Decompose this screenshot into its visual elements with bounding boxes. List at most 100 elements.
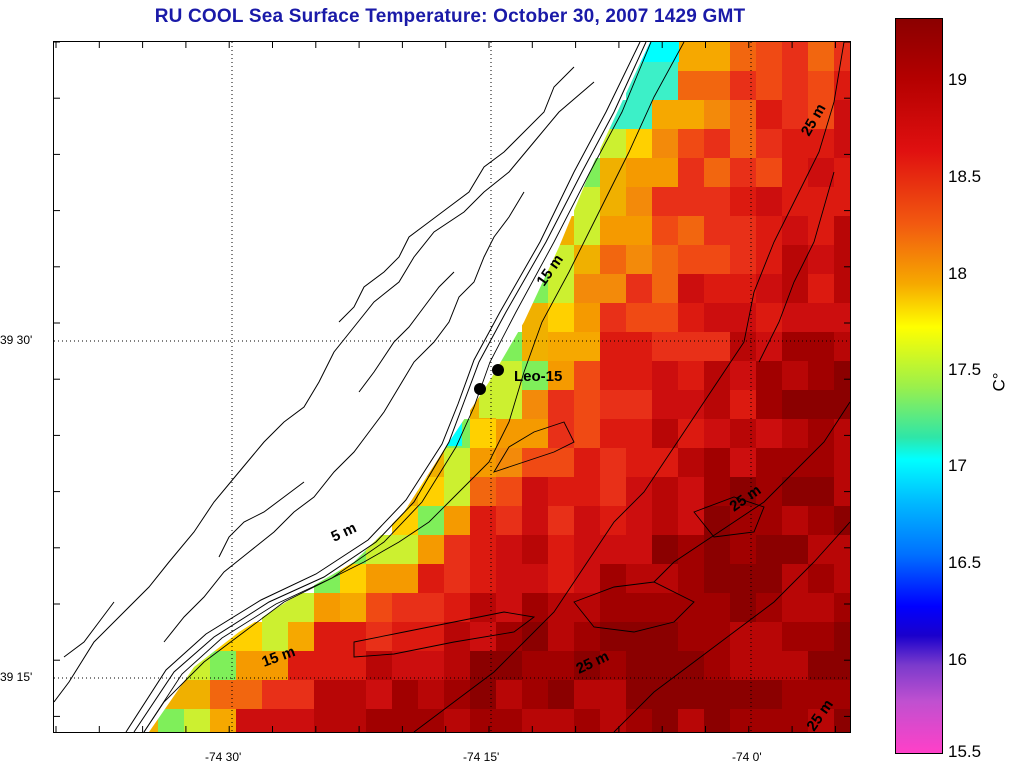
sst-cell [574, 332, 601, 362]
sst-cell [808, 187, 835, 217]
sst-cell [574, 303, 601, 333]
sst-cell [782, 42, 809, 72]
sst-cell [678, 216, 705, 246]
sst-cell [392, 593, 419, 623]
sst-cell [522, 477, 549, 507]
sst-cell [678, 477, 705, 507]
sst-cell [652, 129, 679, 159]
sst-cell [626, 361, 653, 391]
sst-cell [470, 564, 497, 594]
sst-cell [548, 506, 575, 536]
sst-cell [782, 187, 809, 217]
sst-cell [522, 448, 549, 478]
sst-cell [704, 680, 731, 710]
sst-cell [262, 622, 289, 652]
sst-cell [678, 303, 705, 333]
sst-cell [730, 477, 757, 507]
sst-cell [730, 709, 757, 732]
sst-cell [782, 535, 809, 565]
sst-cell [678, 158, 705, 188]
sst-cell [652, 506, 679, 536]
sst-cell [600, 506, 627, 536]
sst-cell [626, 390, 653, 420]
map-title: RU COOL Sea Surface Temperature: October… [154, 6, 746, 27]
sst-cell [756, 390, 783, 420]
sst-cell [756, 419, 783, 449]
sst-cell [340, 680, 367, 710]
sst-cell [574, 477, 601, 507]
sst-cell [756, 622, 783, 652]
sst-cell [782, 506, 809, 536]
sst-cell [730, 622, 757, 652]
sst-cell [548, 477, 575, 507]
sst-cell [652, 564, 679, 594]
sst-cell [184, 709, 211, 732]
sst-cell [210, 651, 237, 681]
sst-cell [600, 390, 627, 420]
sst-cell [730, 593, 757, 623]
sst-cell [210, 680, 237, 710]
sst-cell [470, 506, 497, 536]
sst-cell [418, 709, 445, 732]
sst-cell [574, 216, 601, 246]
sst-cell [522, 332, 549, 362]
sst-cells [132, 42, 850, 732]
sst-cell [730, 245, 757, 275]
sst-cell [548, 332, 575, 362]
sst-cell [548, 535, 575, 565]
leo15-station-marker-1[interactable] [492, 364, 504, 376]
sst-cell [574, 245, 601, 275]
sst-cell [444, 593, 471, 623]
sst-cell [704, 158, 731, 188]
sst-cell [730, 216, 757, 246]
sst-cell [678, 332, 705, 362]
sst-cell [678, 361, 705, 391]
sst-cell [756, 680, 783, 710]
sst-cell [678, 187, 705, 217]
sst-cell [730, 100, 757, 130]
sst-cell [730, 71, 757, 101]
sst-cell [704, 216, 731, 246]
sst-cell [626, 506, 653, 536]
sst-cell [704, 419, 731, 449]
sst-cell [470, 535, 497, 565]
sst-cell [756, 158, 783, 188]
sst-cell [834, 506, 850, 536]
sst-cell [678, 506, 705, 536]
sst-cell [418, 564, 445, 594]
sst-cell [782, 245, 809, 275]
colorbar-tick-16: 16 [948, 650, 967, 669]
sst-cell [652, 216, 679, 246]
sst-cell [808, 506, 835, 536]
isobath-5m [143, 42, 652, 732]
sst-cell [704, 332, 731, 362]
sst-cell [626, 709, 653, 732]
sst-cell [158, 709, 185, 732]
sst-cell [444, 477, 471, 507]
sst-cell [314, 680, 341, 710]
sst-cell [678, 129, 705, 159]
sst-cell [678, 535, 705, 565]
isobath-25m [413, 42, 850, 732]
sst-cell [808, 390, 835, 420]
sst-cell [782, 390, 809, 420]
sst-cell [704, 274, 731, 304]
sst-cell [626, 593, 653, 623]
sst-cell [574, 680, 601, 710]
sst-cell [756, 651, 783, 681]
isobath-15m [143, 42, 685, 732]
sst-cell [808, 71, 835, 101]
leo15-station-marker-2[interactable] [474, 383, 486, 395]
sst-map[interactable]: 5 m 15 m 15 m 25 m 25 m 25 m 25 m Leo-15 [53, 41, 851, 733]
sst-cell [730, 158, 757, 188]
sst-cell [704, 42, 731, 72]
sst-cell [444, 564, 471, 594]
colorbar-tick-17: 17 [948, 456, 967, 475]
sst-cell [548, 651, 575, 681]
sst-cell [834, 158, 850, 188]
sst-cell [548, 593, 575, 623]
sst-cell [704, 448, 731, 478]
sst-cell [626, 535, 653, 565]
sst-cell [314, 593, 341, 623]
sst-cell [782, 100, 809, 130]
